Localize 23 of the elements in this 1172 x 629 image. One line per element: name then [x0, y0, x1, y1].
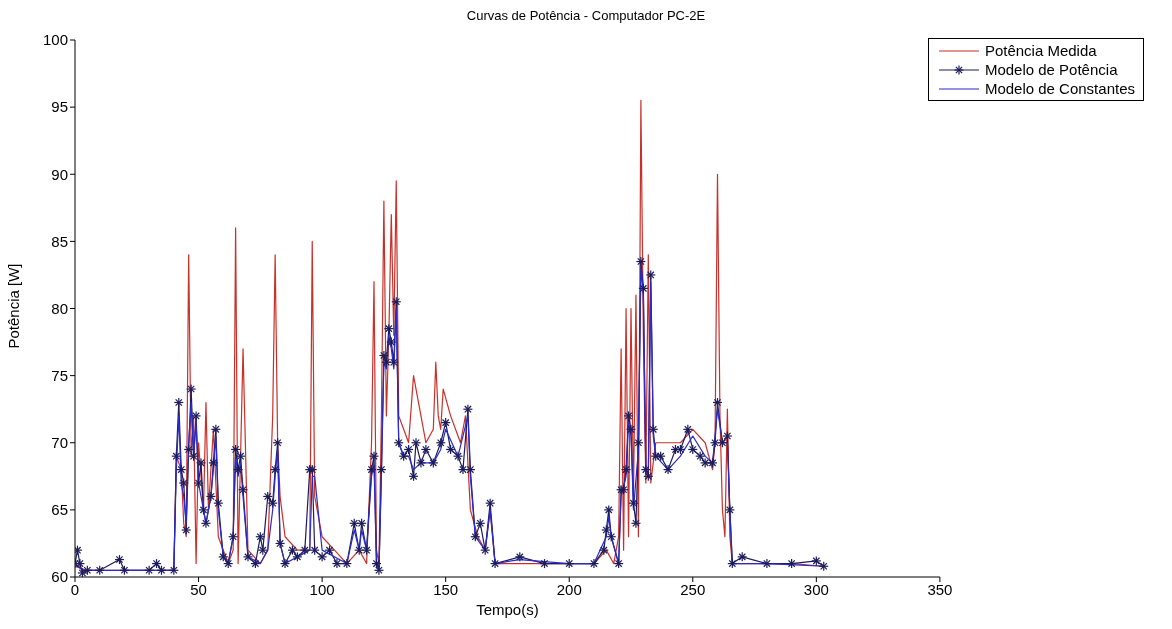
y-tick-label: 80 [51, 299, 68, 317]
y-tick-label: 60 [51, 568, 68, 586]
x-tick-label: 0 [70, 580, 80, 598]
x-axis-title: Tempo(s) [476, 601, 539, 618]
x-tick-label: 300 [803, 580, 829, 598]
x-tick-label: 100 [309, 580, 335, 598]
y-tick-label: 65 [51, 501, 68, 519]
y-tick-label: 75 [51, 366, 68, 384]
legend-label: Modelo de Constantes [984, 79, 1135, 98]
x-tick-label: 50 [190, 580, 207, 598]
y-tick-label: 100 [42, 31, 68, 49]
chart-title: Curvas de Potência - Computador PC-2E [465, 8, 707, 25]
y-tick-label: 90 [51, 165, 68, 183]
y-axis-title: Potência [W] [5, 263, 23, 349]
y-tick-label: 85 [51, 232, 68, 250]
x-tick-label: 350 [927, 580, 953, 598]
y-tick-label: 70 [51, 434, 68, 452]
x-tick-label: 150 [433, 580, 459, 598]
legend-label: Modelo de Potência [984, 60, 1118, 79]
x-tick-label: 250 [680, 580, 706, 598]
x-tick-label: 200 [556, 580, 582, 598]
legend-label: Potência Medida [984, 41, 1097, 60]
y-tick-label: 95 [51, 98, 68, 116]
